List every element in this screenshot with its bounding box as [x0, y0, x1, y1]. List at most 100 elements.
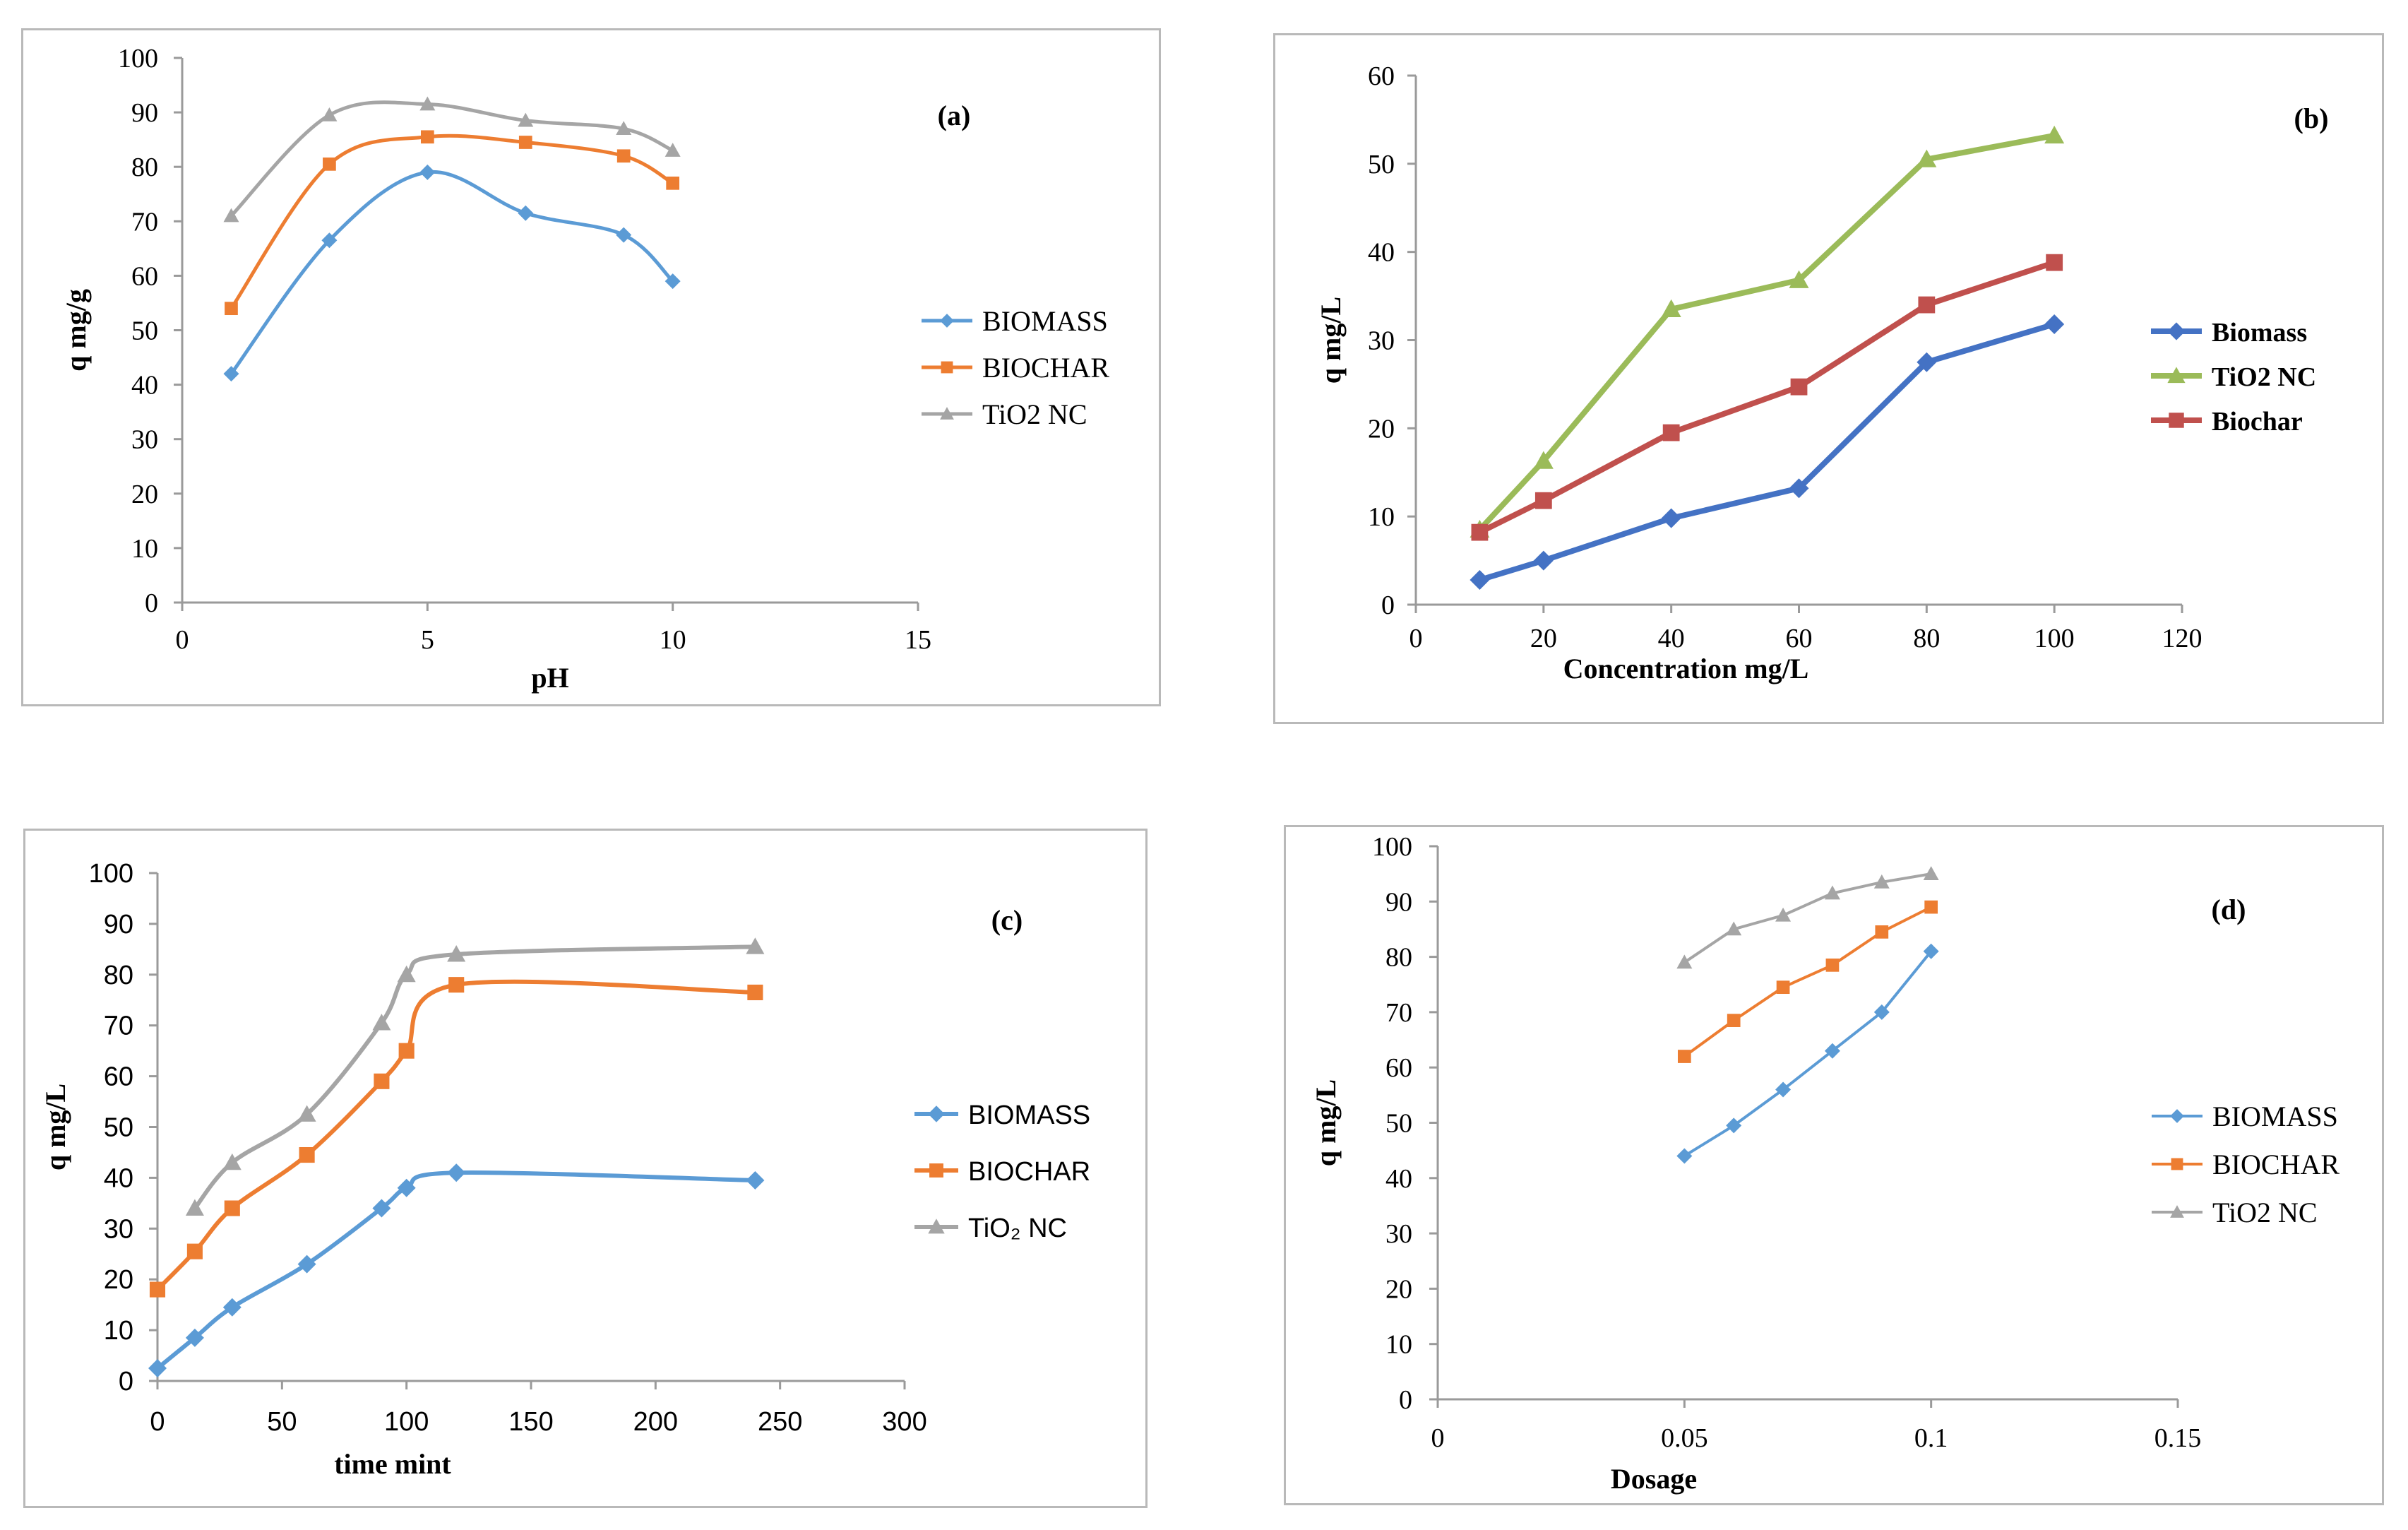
series-biochar [149, 977, 763, 1298]
panel-tag-label: (c) [991, 904, 1023, 936]
x-tick-label: 15 [905, 625, 931, 655]
chart-d: 0 10 20 30 40 50 60 70 80 90 100 0 0.05 0.1 0.15 Dosage… [1310, 832, 2340, 1495]
data-point [1677, 1050, 1691, 1063]
legend-swatch-marker [941, 361, 953, 374]
x-axis-title: pH [531, 662, 568, 694]
data-point [419, 164, 436, 180]
legend-swatch-marker [2167, 322, 2186, 340]
data-point [185, 1199, 204, 1216]
x-tick-label: 0 [1431, 1423, 1445, 1453]
data-point [397, 1178, 416, 1197]
data-point [323, 157, 336, 171]
y-tick-label: 10 [1385, 1330, 1412, 1360]
data-point [1533, 451, 1554, 469]
legend: Biomass TiO2 NC Biochar [2151, 318, 2316, 437]
legend-swatch-marker [2170, 1205, 2184, 1218]
data-point [374, 1073, 390, 1089]
data-point [225, 302, 238, 316]
y-axis-title: q mg/g [60, 289, 92, 372]
x-tick-label: 150 [508, 1407, 553, 1437]
y-tick-label: 100 [1372, 832, 1412, 862]
data-point [616, 121, 632, 136]
chart-panel-b: 0 10 20 30 40 50 60 0 20 40 60 80 100 120 Concentratio… [1273, 33, 2384, 724]
data-point [321, 107, 338, 121]
series-tio2-nc [223, 96, 681, 223]
data-point [223, 208, 239, 223]
data-point [420, 130, 434, 144]
legend-entry-label: TiO2 NC [982, 398, 1087, 430]
axes: 0 10 20 30 40 50 60 0 20 40 60 80 100 120 [1368, 61, 2203, 653]
legend-entry-label: BIOCHAR [982, 352, 1109, 384]
panel-tag-label: (d) [2212, 894, 2246, 925]
data-point [1824, 885, 1840, 900]
series-line [1683, 906, 1932, 1058]
y-tick-label: 40 [1368, 238, 1395, 268]
y-axis-title: q mg/L [40, 1084, 71, 1170]
data-point [299, 1146, 315, 1163]
data-point [297, 1105, 316, 1122]
data-point [616, 227, 632, 243]
y-tick-label: 90 [104, 910, 133, 939]
y-tick-label: 60 [1385, 1053, 1412, 1083]
series-line [230, 134, 674, 310]
chart-panel-d: 0 10 20 30 40 50 60 70 80 90 100 0 0.05 0.1 0.15 Dosage… [1284, 825, 2384, 1505]
y-tick-label: 30 [1385, 1219, 1412, 1249]
data-point [1873, 874, 1890, 889]
y-tick-label: 90 [131, 98, 158, 128]
x-tick-label: 0.1 [1914, 1423, 1948, 1453]
y-tick-label: 30 [131, 425, 158, 455]
y-tick-label: 20 [1385, 1274, 1412, 1304]
legend-swatch-marker [2169, 413, 2184, 428]
data-point [419, 96, 436, 111]
y-tick-label: 50 [104, 1113, 133, 1143]
data-point [747, 984, 763, 1001]
series-biomass [148, 1163, 765, 1378]
data-point [447, 1163, 466, 1182]
y-tick-label: 10 [131, 534, 158, 564]
legend-entry-label: TiO2 NC [2212, 1197, 2318, 1228]
x-tick-label: 20 [1530, 624, 1557, 653]
series-biochar [225, 130, 680, 316]
y-tick-label: 80 [104, 961, 133, 990]
data-point [1470, 570, 1490, 591]
y-tick-label: 20 [104, 1265, 133, 1295]
data-point [1775, 907, 1792, 922]
series-tio2-nc [1470, 125, 2065, 538]
data-point [1825, 958, 1840, 972]
y-tick-label: 50 [1368, 150, 1395, 179]
data-point [148, 1359, 167, 1378]
x-tick-label: 5 [421, 625, 434, 655]
legend-entry-label: BIOMASS [982, 305, 1108, 337]
data-point [1661, 508, 1681, 528]
data-point [1661, 299, 1681, 318]
data-point [2044, 125, 2065, 144]
data-point [1676, 954, 1693, 969]
data-point [1727, 1014, 1741, 1027]
data-point [1726, 921, 1742, 936]
data-point [185, 1328, 204, 1347]
y-tick-label: 50 [1385, 1109, 1412, 1139]
x-tick-label: 100 [384, 1407, 429, 1437]
panel-tag-label: (a) [938, 100, 971, 131]
data-point [518, 205, 534, 221]
panel-tag-label: (b) [2294, 102, 2329, 134]
data-point [1789, 478, 1809, 499]
chart-a: 0 10 20 30 40 50 60 70 80 90 100 0 5 10 15 pH q mg/g (a) B… [60, 44, 1109, 694]
legend: BIOMASS BIOCHAR TiO2 NC [922, 305, 1109, 430]
axes: 0 10 20 30 40 50 60 70 80 90 100 0 5 10 15 [118, 44, 931, 655]
legend-swatch-marker [940, 314, 954, 328]
legend-swatch-marker [2170, 1109, 2184, 1123]
legend-swatch-marker [940, 407, 954, 420]
data-point [616, 149, 631, 163]
y-tick-label: 50 [131, 316, 158, 346]
y-tick-label: 20 [131, 480, 158, 509]
x-tick-label: 250 [758, 1407, 802, 1437]
y-tick-label: 0 [1381, 591, 1395, 620]
data-point [1471, 523, 1489, 541]
chart-panel-c: 0 10 20 30 40 50 60 70 80 90 100 0 50 100 150 200 250 300… [23, 829, 1148, 1508]
data-point [518, 136, 532, 149]
x-tick-label: 300 [882, 1407, 926, 1437]
data-point [1924, 900, 1938, 914]
x-tick-label: 10 [660, 625, 686, 655]
series-line [155, 979, 756, 1291]
